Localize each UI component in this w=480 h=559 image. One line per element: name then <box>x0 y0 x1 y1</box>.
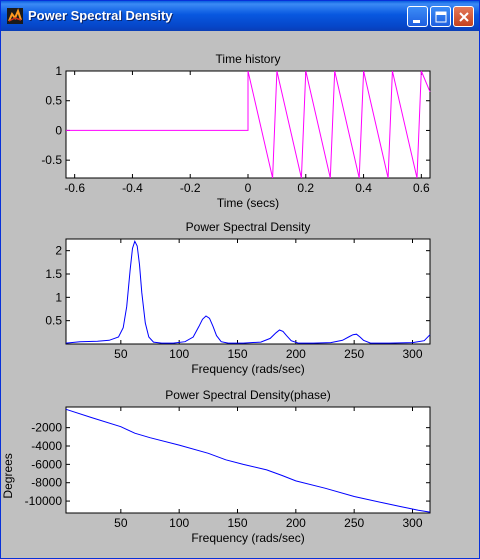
close-icon <box>459 12 469 22</box>
minimize-icon <box>413 20 420 23</box>
matlab-figure-icon[interactable] <box>7 8 23 24</box>
maximize-icon <box>435 11 447 23</box>
figure-client-area <box>4 31 476 555</box>
title-bar[interactable]: Power Spectral Density <box>1 1 479 31</box>
minimize-button[interactable] <box>407 6 428 27</box>
maximize-button[interactable] <box>430 6 451 27</box>
window-title: Power Spectral Density <box>28 8 173 23</box>
close-button[interactable] <box>453 6 474 27</box>
